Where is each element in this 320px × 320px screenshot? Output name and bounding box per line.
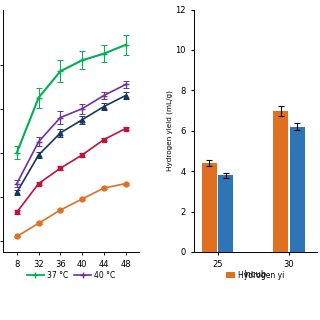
Bar [218, 175, 233, 252]
Bar [202, 163, 217, 252]
Bar [273, 111, 288, 252]
Legend: Hydrogen yi: Hydrogen yi [226, 270, 284, 279]
Text: B: B [172, 0, 183, 3]
Y-axis label: Hydrogen yield (mL/g): Hydrogen yield (mL/g) [166, 90, 173, 171]
Legend: 37 °C, 40 °C: 37 °C, 40 °C [27, 270, 116, 279]
Bar [290, 127, 305, 252]
X-axis label: Incub: Incub [244, 270, 267, 279]
